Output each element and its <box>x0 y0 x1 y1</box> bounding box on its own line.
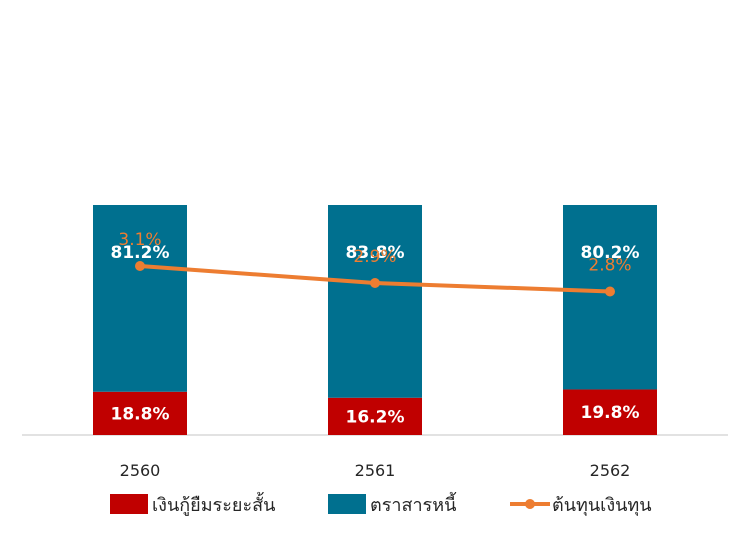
bar-value-label: 18.8% <box>111 404 170 424</box>
bar-value-label: 19.8% <box>581 403 640 423</box>
legend-swatch <box>328 494 366 514</box>
cost-of-capital-point <box>605 286 615 297</box>
bar-short-term-loan-2562 <box>563 389 657 435</box>
x-tick-label: 2560 <box>120 461 161 480</box>
legend-item-short-term-loan: เงินกู้ยืมระยะสั้น <box>110 492 275 516</box>
legend-item-cost-of-capital: ต้นทุนเงินทุน <box>510 495 652 516</box>
bar-short-term-loan-2560 <box>93 391 187 435</box>
legend-label: เงินกู้ยืมระยะสั้น <box>152 492 275 516</box>
bar-value-label: 83.8% <box>346 243 405 263</box>
line-value-label: 2.9% <box>353 247 396 267</box>
labels-layer: 18.8% 81.2% 16.2% 83.8% 19.8% 80.2% 3.1% 2.9% 2.… <box>111 230 640 427</box>
line-value-label: 2.8% <box>588 256 631 276</box>
line-value-label: 3.1% <box>118 230 161 250</box>
legend-line-marker <box>525 499 535 509</box>
bars-layer <box>93 205 657 435</box>
legend-item-debt-instrument: ตราสารหนี้ <box>328 492 457 516</box>
legend-label: ต้นทุนเงินทุน <box>552 495 652 516</box>
legend: เงินกู้ยืมระยะสั้น ตราสารหนี้ ต้นทุนเงินทุ… <box>110 492 652 516</box>
bar-value-label: 80.2% <box>581 243 640 263</box>
ticks-layer: 2560 2561 2562 <box>120 461 631 480</box>
line-layer <box>135 261 615 297</box>
legend-swatch <box>110 494 148 514</box>
bar-value-label: 16.2% <box>346 407 405 427</box>
x-tick-label: 2561 <box>355 461 396 480</box>
bar-debt-instrument-2560 <box>93 205 187 392</box>
bar-short-term-loan-2561 <box>328 397 422 435</box>
legend-label: ตราสารหนี้ <box>370 492 457 516</box>
bar-debt-instrument-2562 <box>563 205 657 390</box>
bar-value-label: 81.2% <box>111 243 170 263</box>
cost-of-capital-point <box>135 261 145 271</box>
bar-debt-instrument-2561 <box>328 205 422 398</box>
x-tick-label: 2562 <box>590 461 631 480</box>
cost-of-capital-point <box>370 278 380 288</box>
